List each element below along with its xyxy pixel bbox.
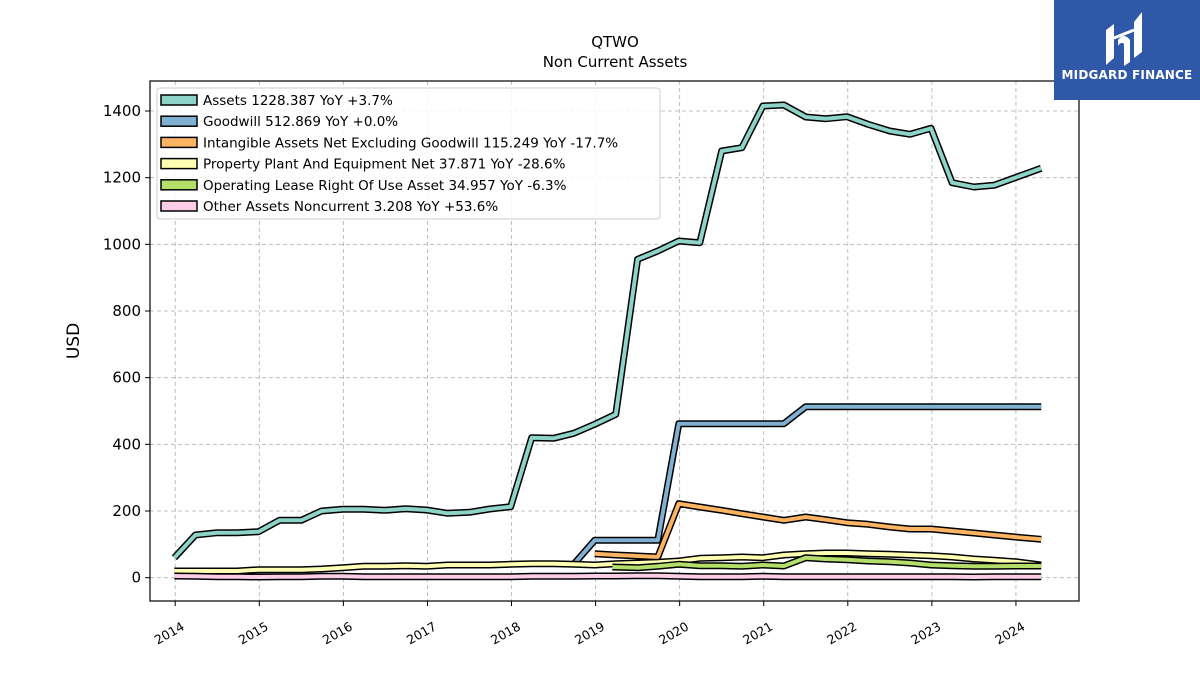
y-tick-label: 200 <box>112 502 141 520</box>
legend-item: Operating Lease Right Of Use Asset 34.95… <box>160 178 567 194</box>
series-1 <box>571 403 1042 567</box>
legend-item: Goodwill 512.869 YoY +0.0% <box>160 114 398 130</box>
x-tick-label: 2023 <box>908 619 943 648</box>
x-tick-label: 2015 <box>236 619 271 648</box>
legend-item: Other Assets Noncurrent 3.208 YoY +53.6% <box>160 199 498 215</box>
y-tick-label: 1200 <box>103 169 141 187</box>
y-tick-label: 0 <box>131 569 141 587</box>
brand-name: MIDGARD FINANCE <box>1061 68 1193 82</box>
legend-label: Property Plant And Equipment Net 37.871 … <box>203 157 566 173</box>
legend-item: Property Plant And Equipment Net 37.871 … <box>160 157 566 173</box>
chart-subtitle: Non Current Assets <box>543 53 688 71</box>
series-layer <box>171 101 1043 581</box>
series-2 <box>594 500 1042 561</box>
legend-swatch <box>160 157 198 170</box>
legend: Assets 1228.387 YoY +3.7% Goodwill 512.86… <box>156 87 661 220</box>
series-3 <box>174 549 1042 575</box>
series-line <box>172 103 1042 560</box>
legend-swatch <box>160 200 198 212</box>
legend-label: Intangible Assets Net Excluding Goodwill… <box>203 135 618 151</box>
x-tick-label: 2021 <box>740 619 775 648</box>
series-5 <box>174 572 1042 581</box>
y-tick-label: 400 <box>112 435 141 453</box>
x-tick-label: 2020 <box>656 619 691 648</box>
series-line <box>174 573 1042 579</box>
x-tick-label: 2016 <box>320 619 355 648</box>
y-tick-label: 1000 <box>103 235 141 253</box>
midgard-logo-icon <box>1106 12 1142 66</box>
series-0 <box>171 101 1043 561</box>
legend-swatch <box>160 94 198 106</box>
legend-item: Assets 1228.387 YoY +3.7% <box>160 93 393 109</box>
x-tick-label: 2018 <box>488 619 523 648</box>
y-axis-label: USD <box>64 323 84 359</box>
series-line <box>174 551 1042 573</box>
legend-label: Other Assets Noncurrent 3.208 YoY +53.6% <box>203 199 498 215</box>
x-tick-label: 2017 <box>404 619 439 648</box>
brand-logo: MIDGARD FINANCE <box>1054 0 1200 100</box>
y-tick-label: 1400 <box>103 102 141 120</box>
legend-label: Assets 1228.387 YoY +3.7% <box>203 93 393 109</box>
y-tick-label: 800 <box>112 302 141 320</box>
y-tick-label: 600 <box>112 369 141 387</box>
legend-swatch <box>160 136 198 149</box>
chart-title: QTWO <box>591 33 639 51</box>
x-tick-label: 2014 <box>152 619 187 648</box>
x-tick-label: 2024 <box>992 619 1027 648</box>
series-4 <box>612 554 1042 572</box>
legend-frame <box>156 87 661 220</box>
series-line <box>572 404 1042 566</box>
x-tick-label: 2019 <box>572 619 607 648</box>
legend-swatch <box>160 115 198 127</box>
plot-frame <box>149 80 1080 602</box>
legend-item: Intangible Assets Net Excluding Goodwill… <box>160 135 618 151</box>
legend-label: Goodwill 512.869 YoY +0.0% <box>203 114 398 130</box>
x-tick-label: 2022 <box>824 619 859 648</box>
legend-swatch <box>160 179 198 191</box>
series-line <box>594 501 1042 559</box>
legend-label: Operating Lease Right Of Use Asset 34.95… <box>203 178 567 194</box>
